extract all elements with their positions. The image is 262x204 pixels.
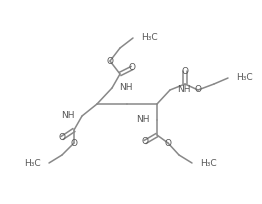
Text: H₃C: H₃C: [141, 33, 158, 42]
Text: O: O: [70, 139, 78, 147]
Text: H₃C: H₃C: [200, 159, 217, 167]
Text: O: O: [128, 63, 135, 72]
Text: O: O: [106, 57, 113, 65]
Text: H₃C: H₃C: [24, 159, 41, 167]
Text: NH: NH: [119, 83, 133, 92]
Text: NH: NH: [177, 85, 190, 94]
Text: O: O: [58, 133, 66, 143]
Text: NH: NH: [62, 112, 75, 121]
Text: O: O: [141, 137, 149, 146]
Text: O: O: [165, 139, 172, 147]
Text: O: O: [182, 67, 188, 75]
Text: H₃C: H₃C: [236, 73, 253, 82]
Text: O: O: [194, 85, 201, 94]
Text: NH: NH: [137, 115, 150, 124]
